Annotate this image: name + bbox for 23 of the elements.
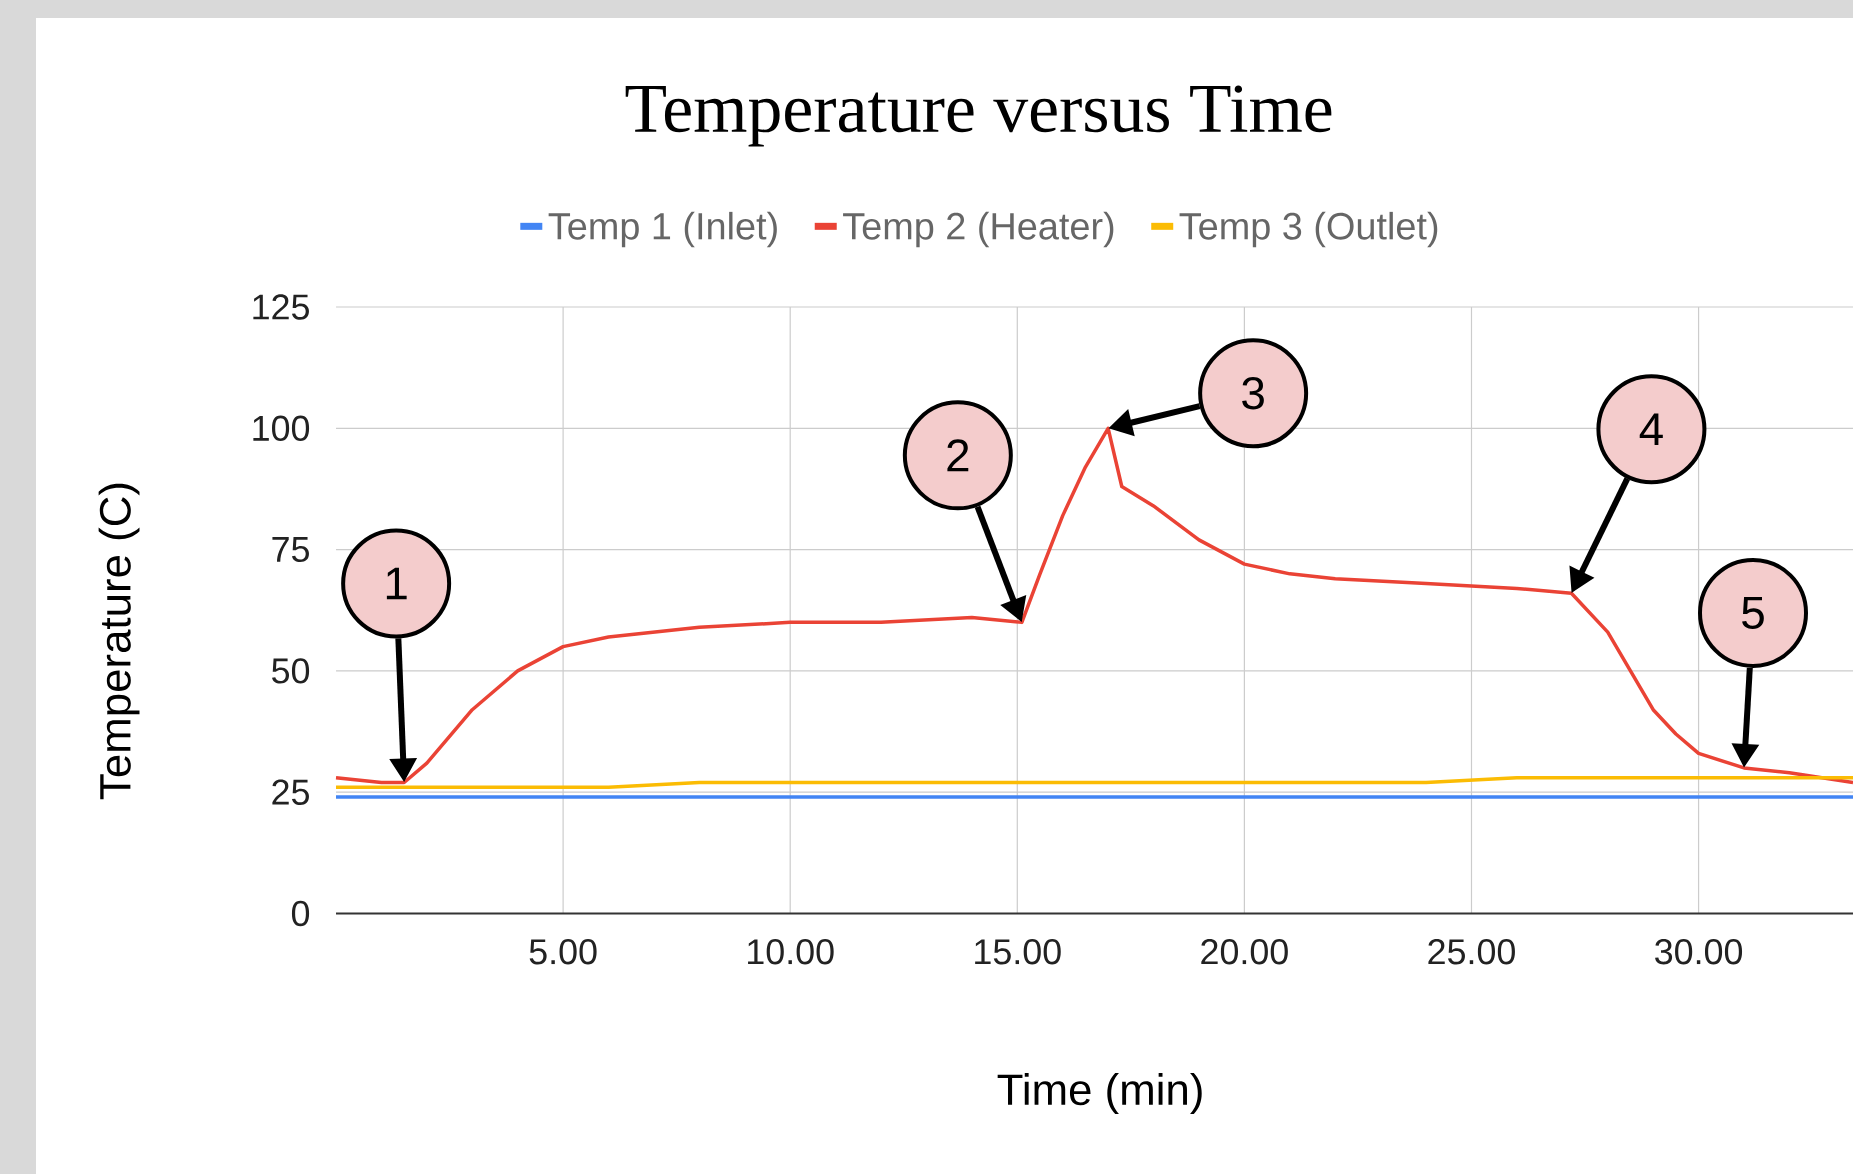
legend-label: Temp 3 (Outlet) bbox=[1179, 211, 1438, 248]
annotation: 1 bbox=[386, 567, 407, 600]
x-axis-title: Time (min) bbox=[997, 1073, 1202, 1114]
x-tick-label: 25.00 bbox=[1428, 939, 1515, 965]
y-axis-title: Temperature (C) bbox=[98, 483, 140, 800]
y-tick-label: 125 bbox=[253, 294, 309, 320]
x-tick-label: 10.00 bbox=[748, 939, 834, 965]
y-tick-label: 100 bbox=[253, 415, 310, 441]
x-tick-label: 20.00 bbox=[1201, 939, 1288, 965]
x-tick-label: 30.00 bbox=[1655, 939, 1743, 965]
y-tick-label: 75 bbox=[272, 537, 309, 563]
y-tick-label: 0 bbox=[291, 900, 310, 927]
annotation: 3 bbox=[1242, 377, 1264, 410]
annotation: 4 bbox=[1639, 413, 1663, 446]
legend-label: Temp 1 (Inlet) bbox=[548, 211, 777, 248]
y-tick-label: 25 bbox=[272, 779, 309, 805]
x-tick-label: 5.00 bbox=[529, 939, 597, 965]
chart-title: Temperature versus Time bbox=[625, 85, 1332, 147]
y-tick-label: 50 bbox=[272, 658, 310, 684]
annotation: 5 bbox=[1742, 596, 1764, 629]
x-tick-label: 15.00 bbox=[975, 939, 1061, 965]
legend-label: Temp 2 (Heater) bbox=[843, 211, 1114, 248]
annotation: 2 bbox=[947, 439, 969, 472]
